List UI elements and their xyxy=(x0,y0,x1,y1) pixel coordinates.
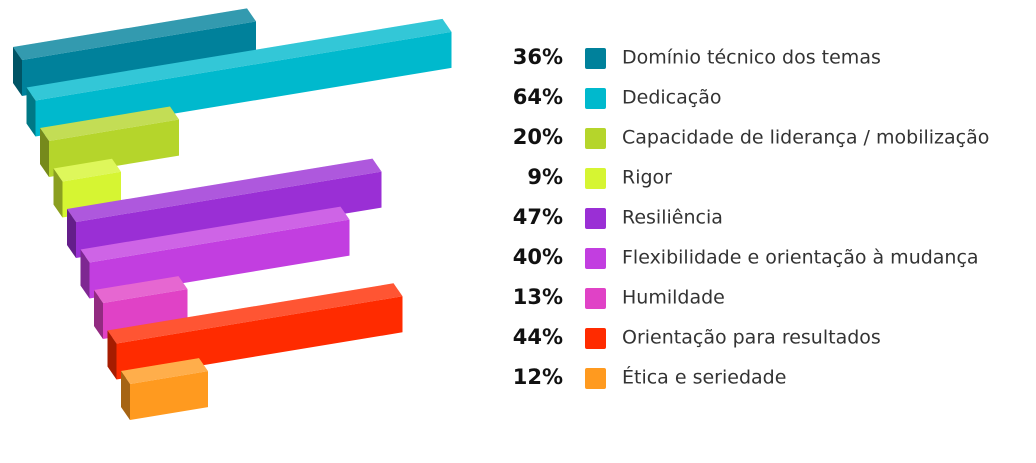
legend-swatch xyxy=(585,368,606,389)
bar-side-shade xyxy=(107,330,117,380)
bar-front xyxy=(49,119,179,177)
legend-swatch xyxy=(585,208,606,229)
bar xyxy=(107,283,403,380)
value-label: 64% xyxy=(513,85,563,109)
bar-front xyxy=(22,21,256,96)
bar-side xyxy=(53,168,63,218)
bar-front xyxy=(116,296,403,380)
value-label: 13% xyxy=(513,285,563,309)
bar xyxy=(67,158,382,258)
bar-top-shade xyxy=(94,276,188,303)
bar-top-shade xyxy=(121,358,208,384)
legend-swatch xyxy=(585,288,606,309)
legend-label: Dedicação xyxy=(622,87,721,109)
legend-label: Capacidade de liderança / mobilização xyxy=(622,127,989,149)
value-label: 20% xyxy=(513,125,563,149)
bar-side-shade xyxy=(94,290,103,339)
legend-swatch xyxy=(585,168,606,189)
value-label: 9% xyxy=(527,165,563,189)
bar-front xyxy=(130,371,208,420)
bar-top-shade xyxy=(67,158,382,222)
legend-label: Domínio técnico dos temas xyxy=(622,47,881,69)
bar-top xyxy=(53,158,121,182)
legend-swatch xyxy=(585,88,606,109)
legend-label: Orientação para resultados xyxy=(622,327,881,349)
bar-side xyxy=(107,330,117,380)
value-label: 44% xyxy=(513,325,563,349)
bar-side xyxy=(26,87,36,137)
bar-side xyxy=(13,47,22,96)
bar-top xyxy=(94,276,188,303)
legend-swatch xyxy=(585,128,606,149)
bar-side-shade xyxy=(40,128,49,177)
bar xyxy=(26,18,452,137)
bar-side-shade xyxy=(80,249,90,299)
bar-top xyxy=(121,358,208,384)
bar-top-shade xyxy=(107,283,403,344)
legend-swatch xyxy=(585,328,606,349)
bar-front xyxy=(89,219,350,299)
legend-label: Ética e seriedade xyxy=(622,366,786,389)
bar-top-shade xyxy=(40,106,179,141)
value-label: 36% xyxy=(513,45,563,69)
value-label: 47% xyxy=(513,205,563,229)
bar-top-shade xyxy=(53,158,121,182)
bar-top-shade xyxy=(13,8,256,60)
bar-side-shade xyxy=(121,371,130,420)
bar-side-shade xyxy=(53,168,63,218)
bar-front xyxy=(35,31,452,137)
legend-swatch xyxy=(585,48,606,69)
bar-side xyxy=(80,249,90,299)
legend-label: Resiliência xyxy=(622,207,723,229)
legend-label: Rigor xyxy=(622,167,672,189)
bar-front xyxy=(76,171,382,258)
bar xyxy=(13,8,256,96)
value-label: 12% xyxy=(513,365,563,389)
bar-side xyxy=(67,209,76,258)
bar-side xyxy=(94,290,103,339)
bar-top xyxy=(67,158,382,222)
bar-side xyxy=(121,371,130,420)
legend-swatch xyxy=(585,248,606,269)
value-label: 40% xyxy=(513,245,563,269)
bar xyxy=(80,206,350,299)
legend-label: Humildade xyxy=(622,287,725,309)
bar-side-shade xyxy=(26,87,36,137)
bar-side-shade xyxy=(13,47,22,96)
bar-top-shade xyxy=(26,18,452,101)
bar-top xyxy=(13,8,256,60)
legend-label: Flexibilidade e orientação à mudança xyxy=(622,247,979,269)
bar-top xyxy=(107,283,403,344)
bar-side-shade xyxy=(67,209,76,258)
bar-top xyxy=(40,106,179,141)
bar xyxy=(40,106,179,177)
bar-top xyxy=(80,206,350,263)
bar-side xyxy=(40,128,49,177)
bar xyxy=(121,358,208,420)
bar-top xyxy=(26,18,452,101)
bar-top-shade xyxy=(80,206,350,263)
